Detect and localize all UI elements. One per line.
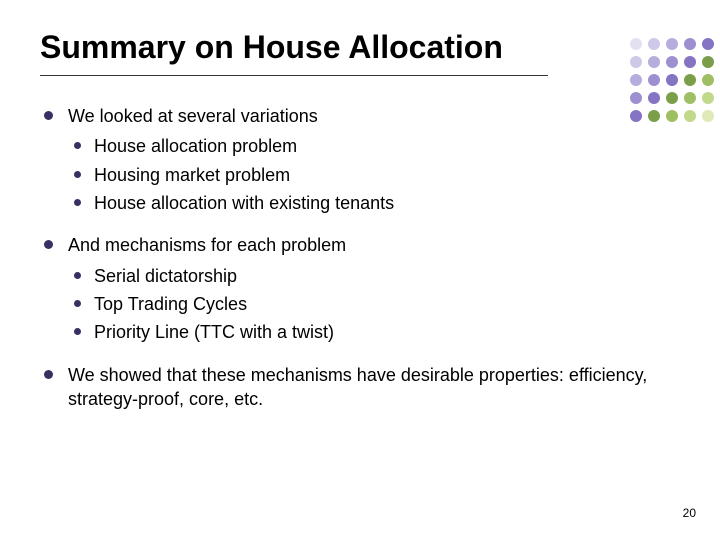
decorative-dot [684,56,696,68]
decorative-dot [666,92,678,104]
bullet-text: We showed that these mechanisms have des… [68,365,647,409]
bullet-text: Housing market problem [94,165,290,185]
decorative-dot [666,56,678,68]
decorative-dot [684,74,696,86]
decorative-dot [648,74,660,86]
decorative-dot [702,38,714,50]
bullet-text: We looked at several variations [68,106,318,126]
decorative-dot [630,56,642,68]
bullet-level2: Priority Line (TTC with a twist) [68,320,680,344]
slide-title: Summary on House Allocation [40,30,680,73]
bullet-level2: Serial dictatorship [68,264,680,288]
decorative-dot [648,38,660,50]
slide-body: We looked at several variations House al… [40,104,680,411]
decorative-dot [648,92,660,104]
title-underline [40,75,548,76]
decorative-dot [648,56,660,68]
decorative-dot [630,38,642,50]
bullet-text: House allocation problem [94,136,297,156]
decorative-dot [702,74,714,86]
bullet-level2: Housing market problem [68,163,680,187]
bullet-level1: And mechanisms for each problem Serial d… [40,233,680,344]
decorative-dot [666,74,678,86]
bullet-text: Serial dictatorship [94,266,237,286]
bullet-text: Top Trading Cycles [94,294,247,314]
decorative-dot [666,38,678,50]
bullet-level2: House allocation with existing tenants [68,191,680,215]
bullet-text: And mechanisms for each problem [68,235,346,255]
decorative-dot [684,38,696,50]
page-number: 20 [683,506,696,520]
decorative-dot [684,92,696,104]
decorative-dot [630,92,642,104]
bullet-text: Priority Line (TTC with a twist) [94,322,334,342]
bullet-level1: We looked at several variations House al… [40,104,680,215]
bullet-text: House allocation with existing tenants [94,193,394,213]
bullet-level2: House allocation problem [68,134,680,158]
bullet-level1: We showed that these mechanisms have des… [40,363,680,412]
decorative-dot [702,92,714,104]
decorative-dot [684,110,696,122]
bullet-level2: Top Trading Cycles [68,292,680,316]
title-row: Summary on House Allocation [40,30,680,76]
decorative-dot [630,74,642,86]
slide: Summary on House Allocation We looked at… [0,0,720,540]
decorative-dot [702,56,714,68]
decorative-dot [702,110,714,122]
